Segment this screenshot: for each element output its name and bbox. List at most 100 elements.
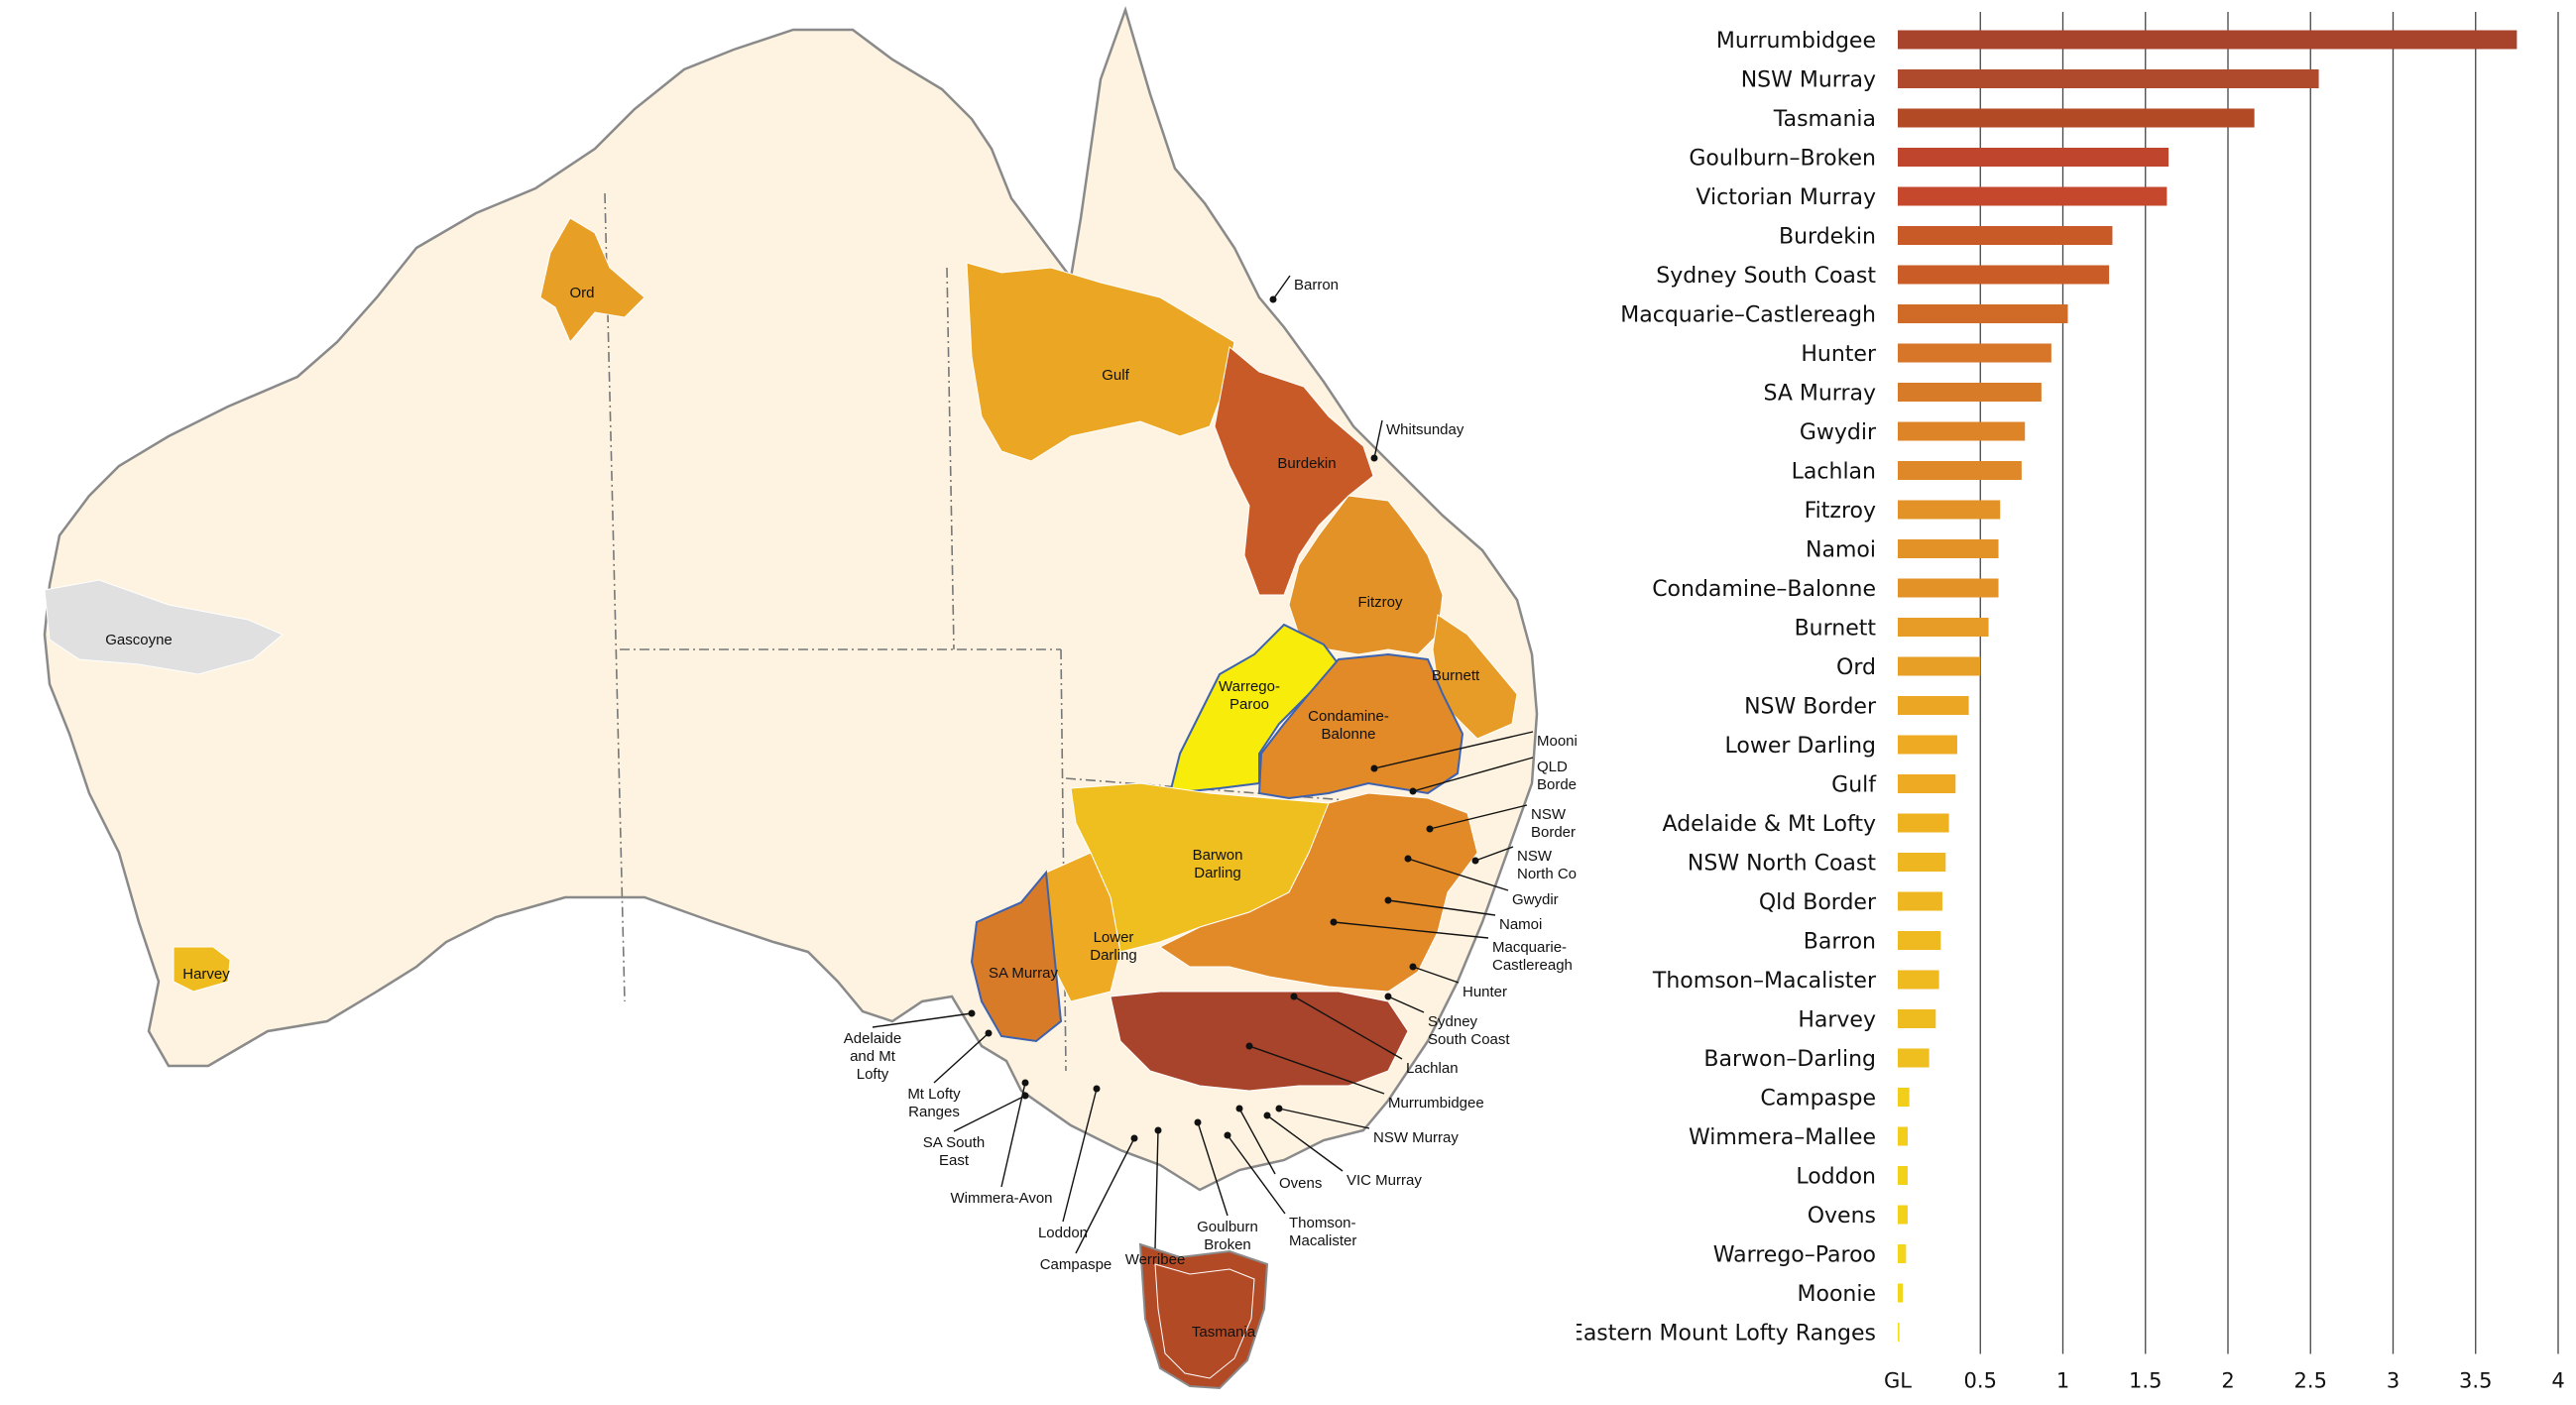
region-gascoyne bbox=[44, 579, 284, 675]
callout-line bbox=[1272, 275, 1291, 300]
callout-line bbox=[1333, 921, 1489, 939]
x-tick-label: 2.5 bbox=[2294, 1369, 2327, 1393]
bar bbox=[1898, 265, 2110, 285]
callout-line bbox=[1227, 1134, 1286, 1215]
bar bbox=[1898, 970, 1939, 990]
map-region-label: Fitzroy bbox=[1358, 594, 1404, 611]
callout-dot bbox=[1224, 1131, 1231, 1139]
category-label: Wimmera–Mallee bbox=[1689, 1125, 1876, 1150]
category-label: Campaspe bbox=[1760, 1087, 1876, 1112]
map-region-label: Harvey bbox=[182, 966, 230, 983]
region-nsw-central bbox=[1159, 792, 1478, 993]
category-label: Murrumbidgee bbox=[1716, 29, 1876, 54]
map-callout-label: Namoi bbox=[1499, 916, 1542, 933]
catchment-regions bbox=[44, 217, 1518, 1379]
map-callout-label: Ovens bbox=[1279, 1175, 1322, 1192]
bar bbox=[1898, 1009, 1936, 1028]
x-tick-label: 1 bbox=[2056, 1369, 2069, 1393]
bar bbox=[1898, 1126, 1908, 1146]
callout-dot bbox=[968, 1009, 976, 1017]
bar bbox=[1898, 461, 2022, 480]
category-label: Macquarie–Castlereagh bbox=[1620, 303, 1876, 328]
category-label: SA Murray bbox=[1763, 382, 1876, 407]
bar bbox=[1898, 1166, 1908, 1185]
region-harvey bbox=[173, 946, 231, 993]
callout-dot bbox=[1426, 825, 1434, 833]
category-labels: Murrumbidgee NSW Murray Tasmania Goulburn–B… bbox=[1577, 29, 1877, 1346]
callout-dot bbox=[1021, 1079, 1029, 1087]
callout-line bbox=[953, 1095, 1026, 1132]
x-tick-label: 2 bbox=[2221, 1369, 2234, 1393]
callout-dot bbox=[1194, 1118, 1202, 1126]
callout-line bbox=[1197, 1121, 1229, 1217]
bar bbox=[1898, 500, 2001, 520]
bar bbox=[1898, 578, 1999, 598]
category-label: Thomson–Macalister bbox=[1652, 969, 1877, 994]
category-label: Victorian Murray bbox=[1696, 185, 1876, 210]
callout-dot bbox=[1093, 1085, 1101, 1093]
bar-chart-svg: Murrumbidgee NSW Murray Tasmania Goulburn–B… bbox=[1577, 12, 2565, 1393]
callout-line bbox=[1062, 1088, 1098, 1223]
category-label: Barron bbox=[1804, 930, 1876, 955]
bar bbox=[1898, 1048, 1930, 1068]
map-callout-label: Moonie bbox=[1537, 733, 1577, 750]
category-label: Burnett bbox=[1795, 617, 1877, 642]
map-callout-label: Gwydir bbox=[1512, 891, 1559, 908]
category-label: Burdekin bbox=[1779, 225, 1876, 250]
bar bbox=[1898, 186, 2167, 206]
map-region-labels: Gascoyne Ord Harvey Gulf Burdekin Fitzroy Burn… bbox=[105, 277, 1577, 1341]
region-murrumbidgee bbox=[1110, 991, 1409, 1092]
callout-dot bbox=[1409, 787, 1417, 795]
callout-line bbox=[1154, 1129, 1159, 1249]
map-callout-label: Macquarie-Castlereagh bbox=[1492, 939, 1573, 974]
callout-dot bbox=[1384, 896, 1392, 904]
catchment-map: Gascoyne Ord Harvey Gulf Burdekin Fitzroy Burn… bbox=[43, 5, 1577, 1390]
category-label: Gulf bbox=[1831, 773, 1877, 798]
map-region-label: Warrego-Paroo bbox=[1219, 678, 1280, 713]
category-label: Condamine–Balonne bbox=[1652, 577, 1876, 602]
map-region-label: Lower Darling bbox=[1090, 929, 1137, 964]
category-label: Tasmania bbox=[1773, 107, 1876, 132]
map-region-label: Gulf bbox=[1102, 367, 1129, 384]
callout-dot bbox=[985, 1029, 993, 1037]
category-label: Eastern Mount Lofty Ranges bbox=[1577, 1322, 1876, 1346]
category-label: Lachlan bbox=[1792, 460, 1876, 485]
bar bbox=[1898, 304, 2068, 323]
bar bbox=[1898, 656, 1981, 676]
callout-dot bbox=[1021, 1092, 1029, 1100]
callout-dot bbox=[1409, 963, 1417, 971]
callout-dot bbox=[1404, 855, 1412, 863]
map-region-label: Tasmania bbox=[1192, 1324, 1256, 1341]
x-tick-label: 3 bbox=[2387, 1369, 2400, 1393]
map-callout-label: SA South East bbox=[923, 1134, 986, 1169]
category-label: Harvey bbox=[1798, 1008, 1876, 1033]
bar bbox=[1898, 539, 1999, 558]
callout-line bbox=[933, 1032, 990, 1084]
map-region-label: Ord bbox=[569, 285, 594, 301]
bar-series bbox=[1898, 30, 2517, 1342]
callout-line bbox=[1373, 731, 1534, 769]
category-label: Fitzroy bbox=[1805, 499, 1876, 524]
category-label: Barwon–Darling bbox=[1703, 1047, 1876, 1072]
callout-line bbox=[1293, 995, 1403, 1060]
map-callout-label: Thomson-Macalister bbox=[1289, 1215, 1356, 1249]
callout-dot bbox=[1130, 1134, 1138, 1142]
callout-line bbox=[1000, 1082, 1026, 1188]
map-callout-label: Adelaide and Mt Lofty bbox=[844, 1030, 901, 1083]
category-label: NSW Murray bbox=[1741, 68, 1876, 93]
category-label: Moonie bbox=[1798, 1282, 1877, 1307]
map-callout-label: Barron bbox=[1294, 277, 1339, 293]
callout-line bbox=[1266, 1114, 1344, 1172]
bar bbox=[1898, 69, 2319, 88]
x-tick-label: 1.5 bbox=[2129, 1369, 2162, 1393]
map-region-label: Barwon Darling bbox=[1193, 847, 1243, 881]
callout-line bbox=[1075, 1137, 1135, 1254]
category-label: NSW Border bbox=[1744, 695, 1877, 720]
map-callout-label: QLDBorder bbox=[1537, 759, 1577, 793]
x-gridlines bbox=[1979, 12, 2559, 1354]
map-callout-label: Mt Lofty Ranges bbox=[907, 1086, 961, 1120]
category-label: NSW North Coast bbox=[1688, 852, 1876, 877]
x-tick-label: 4 bbox=[2551, 1369, 2564, 1393]
callout-line bbox=[872, 1012, 973, 1028]
